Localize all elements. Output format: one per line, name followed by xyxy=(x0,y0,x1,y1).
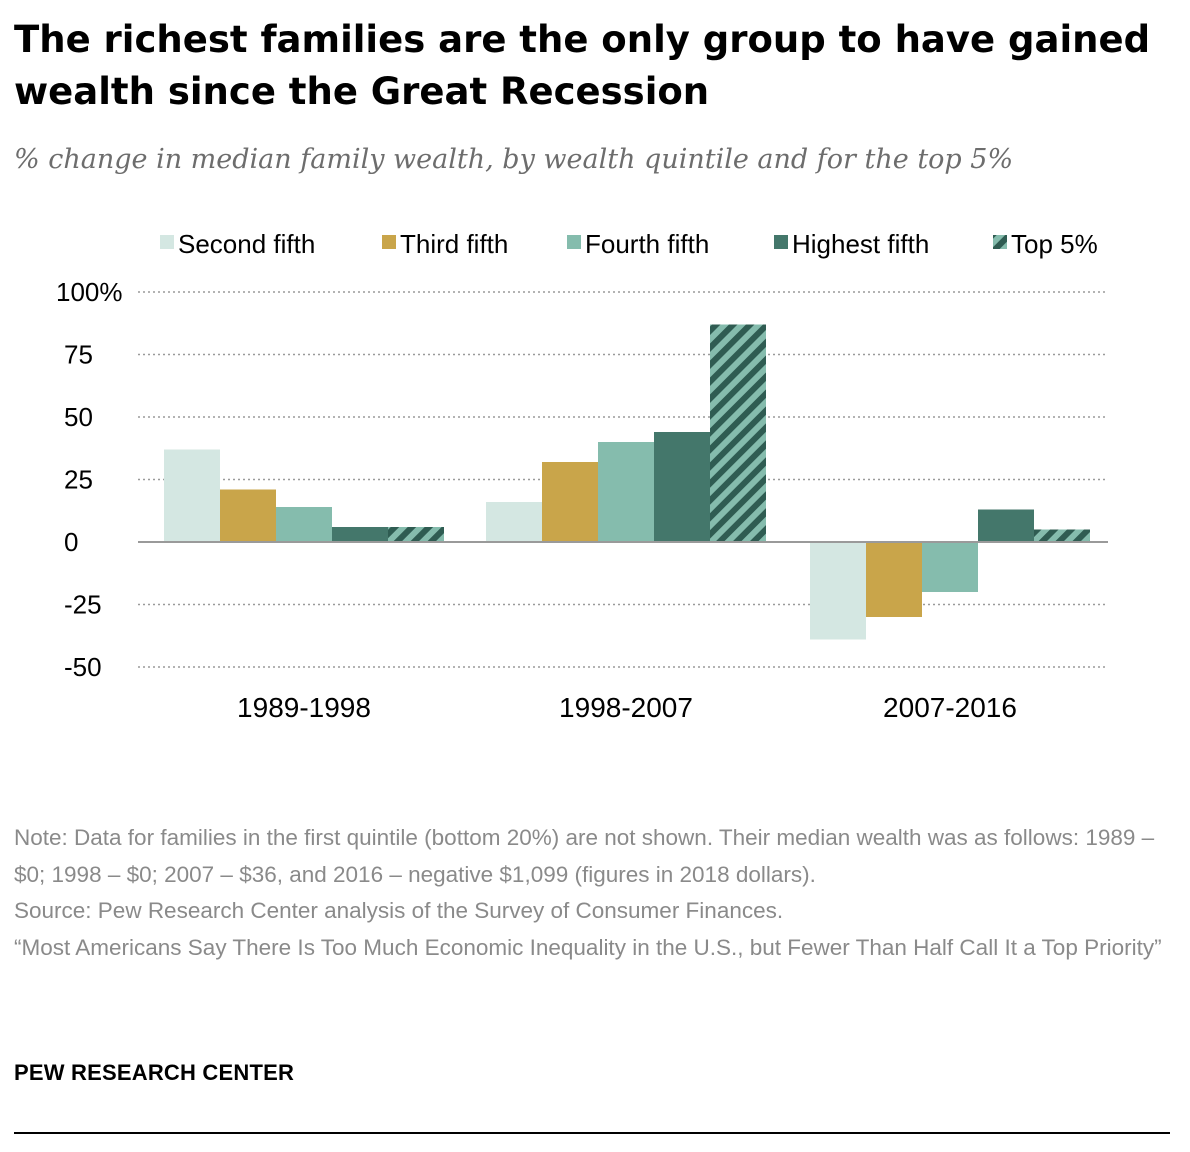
y-tick-label: -25 xyxy=(64,590,102,620)
brand-name: PEW RESEARCH CENTER xyxy=(14,1060,295,1085)
legend-swatch xyxy=(382,235,396,249)
x-category-label: 1998-2007 xyxy=(559,692,693,723)
legend-label: Third fifth xyxy=(400,229,508,259)
bar xyxy=(598,442,654,542)
chart-legend: Second fifth Third fifth Fourth fifth Highe… xyxy=(160,229,1098,259)
y-tick-label: -50 xyxy=(64,652,102,682)
bar xyxy=(486,502,542,542)
x-category-label: 2007-2016 xyxy=(883,692,1017,723)
x-category-label: 1989-1998 xyxy=(237,692,371,723)
y-tick-label: 0 xyxy=(64,527,78,557)
bar xyxy=(388,527,444,542)
bar-chart: Second fifth Third fifth Fourth fifth Highe… xyxy=(56,229,1108,723)
bar xyxy=(220,489,276,542)
y-tick-label: 75 xyxy=(64,340,93,370)
y-tick-label: 50 xyxy=(64,402,93,432)
legend-swatch xyxy=(567,235,581,249)
chart-notes: Note: Data for families in the first qui… xyxy=(14,820,1174,966)
chart-title: The richest families are the only group … xyxy=(14,18,1151,113)
chart-bars xyxy=(138,324,1108,640)
bar xyxy=(332,527,388,542)
bar xyxy=(164,449,220,542)
report-title: “Most Americans Say There Is Too Much Ec… xyxy=(14,934,1162,960)
chart-subtitle: % change in median family wealth, by wea… xyxy=(14,144,1014,175)
y-axis: 100% 75 50 25 0 -25 -50 xyxy=(56,277,123,682)
y-tick-label: 100% xyxy=(56,277,123,307)
legend-swatch xyxy=(160,235,174,249)
bar xyxy=(276,507,332,542)
y-tick-label: 25 xyxy=(64,465,93,495)
bar xyxy=(710,324,766,542)
bar xyxy=(978,509,1034,542)
legend-label: Second fifth xyxy=(178,229,315,259)
bar xyxy=(810,542,866,640)
x-axis: 1989-1998 1998-2007 2007-2016 xyxy=(237,692,1017,723)
bottom-rule xyxy=(14,1132,1170,1134)
legend-swatch xyxy=(993,235,1007,249)
source-text: Source: Pew Research Center analysis of … xyxy=(14,898,784,923)
note-text: Note: Data for families in the first qui… xyxy=(14,825,1155,887)
bar xyxy=(654,432,710,542)
bar xyxy=(922,542,978,592)
legend-label: Highest fifth xyxy=(792,229,929,259)
legend-swatch xyxy=(774,235,788,249)
bar xyxy=(1034,529,1090,542)
legend-label: Top 5% xyxy=(1011,229,1098,259)
legend-label: Fourth fifth xyxy=(585,229,709,259)
bar xyxy=(866,542,922,617)
bar xyxy=(542,462,598,542)
